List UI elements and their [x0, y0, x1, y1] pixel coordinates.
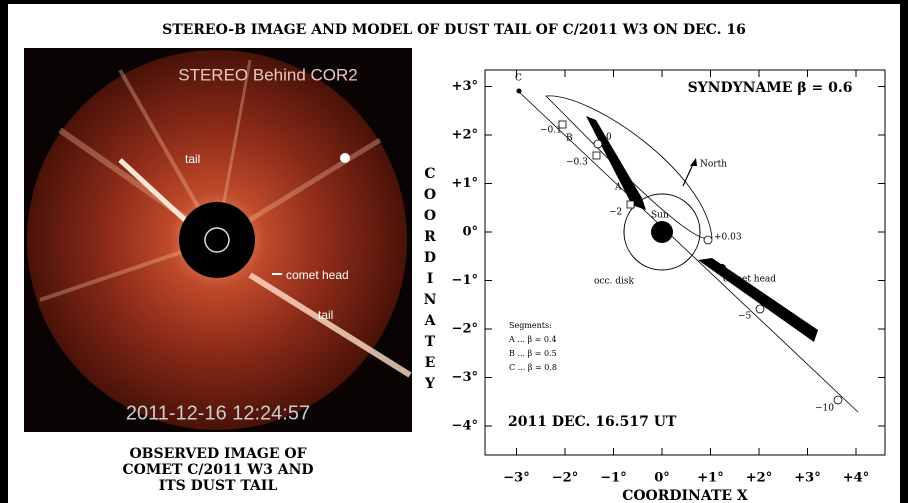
legend-item: A ... β = 0.4	[508, 335, 557, 344]
y-tick-label: 0°	[462, 225, 478, 240]
annotation: occ. disk	[594, 277, 634, 287]
annotation: −0.3	[566, 158, 588, 168]
image-label: comet head	[286, 268, 349, 282]
y-tick-label: +2°	[452, 128, 478, 143]
y-tick-label: −1°	[452, 273, 478, 288]
image-label: tail	[185, 152, 200, 166]
annotation: −5	[738, 312, 752, 322]
annotation: −2	[609, 208, 622, 218]
y-tick-label: −3°	[452, 370, 478, 385]
caption-line: ITS DUST TAIL	[159, 478, 278, 494]
occulting-disk	[179, 202, 255, 278]
legend-title: Segments:	[509, 321, 552, 330]
figure-canvas: STEREO-B IMAGE AND MODEL OF DUST TAIL OF…	[0, 0, 908, 503]
caption-line: OBSERVED IMAGE OF	[129, 446, 306, 462]
annotation: comet head	[723, 275, 776, 285]
timestamp: 2011-12-16 12:24:57	[126, 402, 310, 424]
x-tick-label: +1°	[697, 471, 723, 486]
y-tick-label: −4°	[452, 419, 478, 434]
bright-star	[340, 153, 350, 163]
x-tick-label: −3°	[503, 471, 529, 486]
legend-item: C ... β = 0.8	[509, 363, 557, 372]
y-tick-label: +1°	[452, 176, 478, 191]
annotation: Sun	[651, 211, 669, 221]
plot-date: 2011 DEC. 16.517 UT	[508, 414, 677, 430]
annotation: +0.03	[714, 233, 742, 243]
x-tick-label: −2°	[552, 471, 578, 486]
annotation: 0	[606, 133, 612, 143]
annotation: A	[614, 183, 622, 193]
plot-title: SYNDYNAME β = 0.6	[688, 80, 853, 96]
caption-line: COMET C/2011 W3 AND	[122, 462, 313, 478]
point-c	[517, 89, 522, 94]
x-tick-label: +2°	[746, 471, 772, 486]
instrument-label: STEREO Behind COR2	[178, 65, 358, 84]
figure: STEREO-B IMAGE AND MODEL OF DUST TAIL OF…	[0, 0, 908, 503]
x-tick-label: +3°	[794, 471, 820, 486]
y-tick-label: −2°	[452, 322, 478, 337]
sun	[651, 221, 673, 243]
annotation: −0.1	[540, 126, 562, 136]
y-axis-label: COORDINATE Y	[422, 164, 438, 395]
x-tick-label: −1°	[600, 471, 626, 486]
annotation: B	[566, 134, 573, 144]
figure-title: STEREO-B IMAGE AND MODEL OF DUST TAIL OF…	[162, 22, 746, 38]
x-axis-label: COORDINATE X	[622, 488, 748, 503]
x-tick-label: 0°	[654, 471, 670, 486]
comet-head	[718, 264, 726, 272]
image-label: tail	[318, 308, 333, 322]
coronagraph-image: STEREO Behind COR2 tail comet head tail …	[24, 48, 412, 432]
annotation: North	[700, 160, 727, 170]
annotation: −10	[815, 404, 834, 414]
y-tick-label: +3°	[452, 79, 478, 94]
x-tick-label: +4°	[843, 471, 869, 486]
legend-item: B ... β = 0.5	[509, 349, 557, 358]
